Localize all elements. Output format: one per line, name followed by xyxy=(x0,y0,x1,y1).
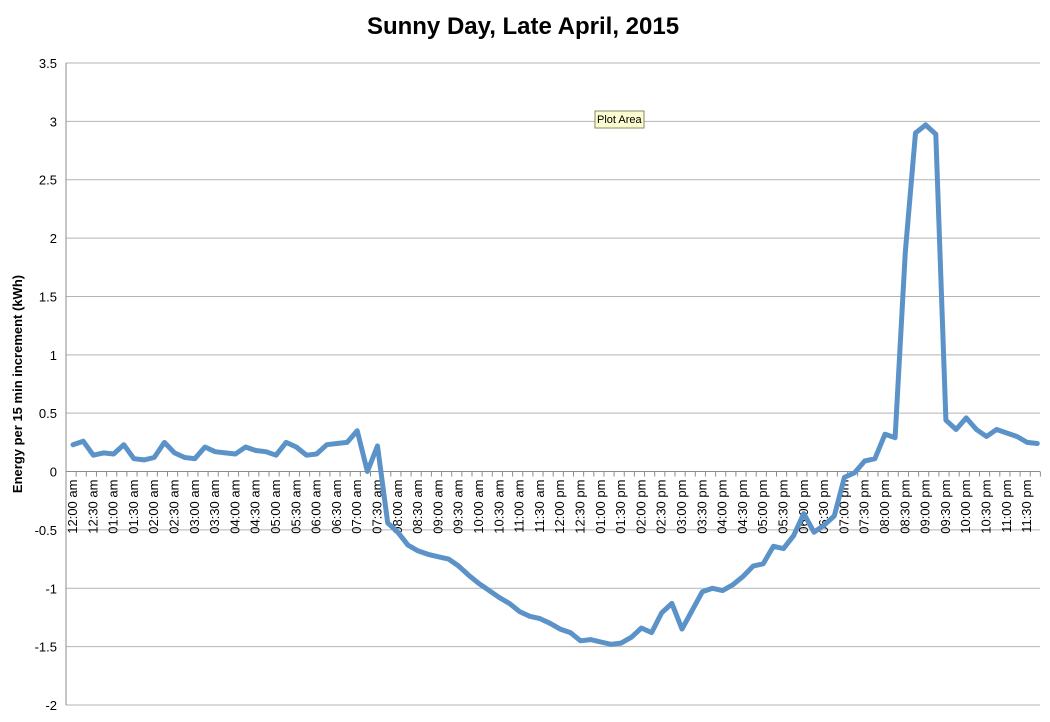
x-tick-label: 03:00 pm xyxy=(674,480,689,534)
x-tick-label: 01:30 pm xyxy=(613,480,628,534)
y-axis-ticks: -2 -1.5 -1 -0.5 0 0.5 1 1.5 2 2.5 3 3.5 xyxy=(35,56,57,713)
y-tick-label: 0 xyxy=(50,465,57,480)
y-tick-label: 2.5 xyxy=(39,173,57,188)
x-tick-label: 04:00 am xyxy=(227,480,242,534)
x-tick-label: 11:30 am xyxy=(532,480,547,533)
x-tick-label: 02:00 am xyxy=(146,480,161,534)
y-tick-label: 1.5 xyxy=(39,289,57,304)
tooltip-text: Plot Area xyxy=(597,114,643,126)
x-axis-ticks: 12:00 am 12:30 am 01:00 am 01:30 am 02:00 am… xyxy=(65,472,1040,534)
x-tick-label: 05:00 pm xyxy=(755,480,770,534)
x-tick-label: 08:30 pm xyxy=(897,480,912,534)
x-tick-label: 02:00 pm xyxy=(633,480,648,534)
chart-title: Sunny Day, Late April, 2015 xyxy=(367,13,679,40)
y-tick-label: -2 xyxy=(45,698,57,713)
series-line xyxy=(73,125,1037,644)
x-tick-label: 09:00 am xyxy=(430,480,445,534)
x-tick-label: 04:30 pm xyxy=(735,480,750,534)
x-tick-label: 12:30 pm xyxy=(573,480,588,534)
y-axis-label: Energy per 15 min increment (kWh) xyxy=(10,275,25,493)
x-tick-label: 10:30 pm xyxy=(979,480,994,534)
x-tick-label: 01:30 am xyxy=(126,480,141,534)
x-tick-label: 07:00 am xyxy=(349,480,364,534)
x-tick-label: 02:30 am xyxy=(167,480,182,534)
series-layer xyxy=(73,125,1038,645)
x-tick-label: 08:00 pm xyxy=(877,480,892,534)
x-tick-label: 12:00 am xyxy=(65,480,80,534)
x-tick-label: 04:30 am xyxy=(248,480,263,534)
x-tick-label: 11:00 pm xyxy=(999,480,1014,533)
x-tick-label: 09:30 am xyxy=(451,480,466,534)
y-tick-label: 0.5 xyxy=(39,406,57,421)
x-tick-label: 02:30 pm xyxy=(654,480,669,534)
x-tick-label: 12:00 pm xyxy=(552,480,567,534)
x-tick-label: 01:00 am xyxy=(106,480,121,534)
x-tick-label: 03:30 am xyxy=(207,480,222,534)
x-tick-label: 07:30 pm xyxy=(857,480,872,534)
y-tick-label: -0.5 xyxy=(35,523,57,538)
x-tick-label: 06:30 am xyxy=(329,480,344,534)
y-tick-label: -1.5 xyxy=(35,640,57,655)
x-tick-label: 05:00 am xyxy=(268,480,283,534)
plot-area-tooltip: Plot Area xyxy=(595,111,644,128)
y-tick-label: -1 xyxy=(45,581,57,596)
x-tick-label: 04:00 pm xyxy=(715,480,730,534)
x-tick-label: 12:30 am xyxy=(85,480,100,534)
x-tick-label: 10:00 am xyxy=(471,480,486,534)
x-tick-label: 08:30 am xyxy=(410,480,425,534)
x-tick-label: 10:00 pm xyxy=(958,480,973,534)
x-tick-label: 11:30 pm xyxy=(1019,480,1034,533)
x-tick-label: 10:30 am xyxy=(491,480,506,534)
x-tick-label: 03:30 pm xyxy=(694,480,709,534)
x-tick-label: 05:30 am xyxy=(288,480,303,534)
x-tick-label: 09:00 pm xyxy=(918,480,933,534)
x-tick-label: 09:30 pm xyxy=(938,480,953,534)
x-tick-label: 06:00 am xyxy=(309,480,324,534)
y-tick-label: 3 xyxy=(50,114,57,129)
x-tick-label: 01:00 pm xyxy=(593,480,608,534)
y-tick-label: 1 xyxy=(50,348,57,363)
gridlines xyxy=(66,63,1040,705)
x-tick-label: 05:30 pm xyxy=(776,480,791,534)
x-tick-label: 11:00 am xyxy=(512,480,527,533)
y-tick-label: 3.5 xyxy=(39,56,57,71)
y-tick-label: 2 xyxy=(50,231,57,246)
x-tick-label: 03:00 am xyxy=(187,480,202,534)
